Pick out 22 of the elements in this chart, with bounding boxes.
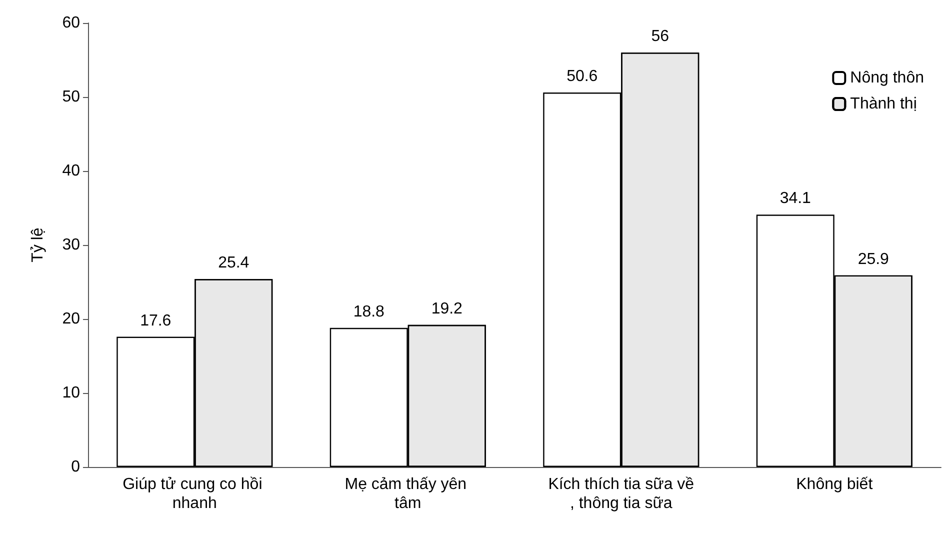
y-tick-label: 50 <box>62 88 80 106</box>
y-tick-label: 40 <box>62 162 80 180</box>
x-tick-label: Không biết <box>796 476 874 493</box>
y-tick-label: 20 <box>62 310 80 328</box>
data-label: 17.6 <box>140 312 172 330</box>
x-tick-label: Kích thích tia sữa về, thông tia sữa <box>548 476 694 512</box>
data-label: 18.8 <box>353 303 385 320</box>
y-axis-title: Tỷ lệ <box>30 228 46 262</box>
y-tick-label: 10 <box>62 384 80 402</box>
data-label: 34.1 <box>780 190 812 208</box>
y-tick-label: 0 <box>71 458 80 476</box>
x-tick-label: Giúp tử cung co hồi nhanh <box>122 476 267 512</box>
data-label: 25.4 <box>218 254 250 272</box>
data-label: 19.2 <box>431 300 463 318</box>
y-tick-label: 30 <box>62 236 80 254</box>
legend-label: Nông thôn <box>850 70 924 86</box>
data-label: 50.6 <box>566 68 598 86</box>
legend-label: Thành thị <box>850 96 917 112</box>
y-tick-label: 60 <box>62 14 80 32</box>
x-tick-label: Mẹ cảm thấy yên tâm <box>344 476 472 512</box>
data-label: 56 <box>651 28 670 46</box>
data-label: 25.9 <box>858 250 890 268</box>
